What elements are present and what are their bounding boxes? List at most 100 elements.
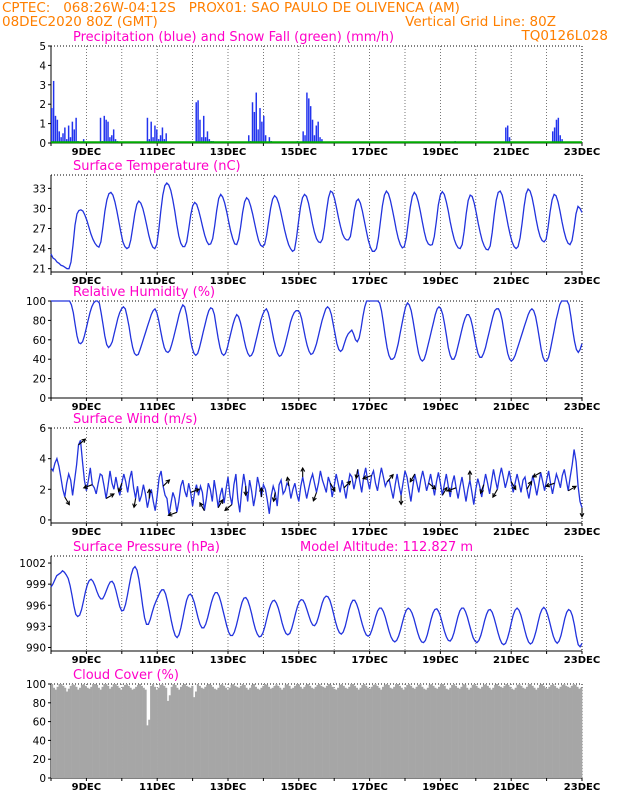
cloud-bar [266, 684, 269, 778]
precip-bar [557, 117, 560, 143]
x-tick-label: 19DEC [422, 655, 458, 666]
cloud-bar [494, 684, 497, 778]
cloud-bar [56, 686, 59, 778]
panel-title: Precipitation (blue) and Snow Fall (gree… [73, 30, 394, 45]
precip-bar [112, 129, 115, 143]
cloud-bar [170, 686, 173, 778]
cloud-bar [361, 684, 364, 778]
precip-bar [251, 102, 254, 143]
cloud-bar [486, 685, 489, 778]
x-tick-label: 23DEC [564, 527, 600, 538]
wind-arrow-head [81, 438, 87, 443]
cloud-bar [120, 689, 123, 778]
cloud-bar [112, 684, 115, 778]
cloud-bar [202, 688, 205, 778]
y-tick-label: 0 [39, 515, 46, 527]
cloud-bar [439, 684, 443, 778]
cloud-bar [387, 684, 390, 778]
header-line1: CPTEC: 068:26W-04:12S PROX01: SAO PAULO … [2, 0, 460, 16]
y-tick-label: 1002 [19, 558, 46, 570]
cloud-bar [204, 686, 207, 778]
cloud-bar [337, 687, 340, 778]
cloud-bar [391, 688, 394, 778]
cloud-bar [553, 685, 557, 778]
y-tick-label: 4 [39, 60, 46, 72]
precip-bar [62, 133, 64, 143]
cloud-bar [346, 688, 349, 778]
precip-bar [261, 121, 263, 143]
x-tick-label: 21DEC [493, 782, 529, 793]
x-tick-label: 11DEC [139, 276, 175, 287]
wind-arrow [273, 492, 276, 502]
cloud-bar [84, 685, 87, 778]
x-tick-label: 9DEC [72, 276, 101, 287]
cloud-bar [125, 684, 128, 778]
cloud-bar [310, 687, 314, 778]
series-line [51, 300, 583, 363]
cloud-bar [415, 686, 418, 778]
cloud-bar [363, 684, 366, 778]
cloud-bar [419, 684, 422, 778]
cloud-bar [105, 684, 108, 778]
precip-bar [67, 125, 70, 143]
y-tick-label: 40 [33, 354, 46, 366]
wind-arrow [480, 484, 485, 494]
cloud-bar [95, 684, 99, 778]
wind-arrow [118, 483, 123, 492]
cloud-bar [501, 687, 504, 778]
wind-arrow-head [109, 493, 115, 498]
cloud-bar [290, 688, 293, 778]
cloud-bar [456, 687, 459, 778]
y-tick-label: 20 [33, 374, 46, 386]
x-tick-label: 19DEC [422, 782, 458, 793]
wind-arrow-head [243, 491, 249, 497]
cloud-bar [570, 685, 573, 778]
cloud-bar [241, 684, 244, 778]
cloud-bar [423, 688, 426, 778]
cloud-bar [292, 687, 295, 778]
series-line [50, 182, 583, 270]
wind-arrow [105, 493, 115, 499]
cloud-bar [114, 684, 117, 778]
cloud-bar [88, 688, 91, 778]
x-tick-label: 23DEC [564, 655, 600, 666]
precip-bar [152, 137, 154, 143]
cloud-bar [452, 684, 456, 778]
x-tick-label: 21DEC [493, 402, 529, 413]
cloud-bar [312, 688, 315, 778]
cloud-bar [224, 687, 228, 778]
cloud-bar [75, 686, 78, 778]
precip-bar [82, 139, 85, 143]
cloud-bar [232, 684, 235, 778]
cloud-bar [284, 684, 287, 778]
precip-bar [157, 139, 160, 143]
wind-arrow [545, 482, 555, 487]
cloud-bar [366, 687, 370, 778]
cloud-bar [370, 686, 373, 778]
cloud-bar [168, 695, 171, 778]
precip-bar [259, 108, 261, 143]
wind-arrow-head [571, 485, 578, 490]
y-tick-label: 40 [33, 735, 46, 747]
x-tick-label: 13DEC [210, 655, 246, 666]
cloud-bar [408, 684, 411, 778]
precip-bar [109, 137, 111, 143]
cloud-bar [245, 687, 248, 778]
cloud-bar [286, 684, 289, 778]
cloud-bar [305, 684, 308, 778]
precip-bar [64, 127, 66, 143]
x-tick-label: 13DEC [210, 402, 246, 413]
precip-bar [317, 121, 319, 143]
cloud-bar [572, 684, 575, 778]
wind-arrow [441, 487, 448, 496]
wind-arrow-head [398, 500, 404, 506]
cloud-bar [97, 687, 100, 778]
cloud-bar [325, 685, 329, 778]
cloud-bar [314, 686, 317, 778]
cloud-bar [101, 686, 104, 778]
wind-arrow-head [446, 487, 452, 492]
cloud-bar [318, 684, 321, 778]
cloud-bar [576, 686, 579, 778]
cloud-bar [552, 684, 555, 778]
cloud-bar [271, 687, 274, 778]
